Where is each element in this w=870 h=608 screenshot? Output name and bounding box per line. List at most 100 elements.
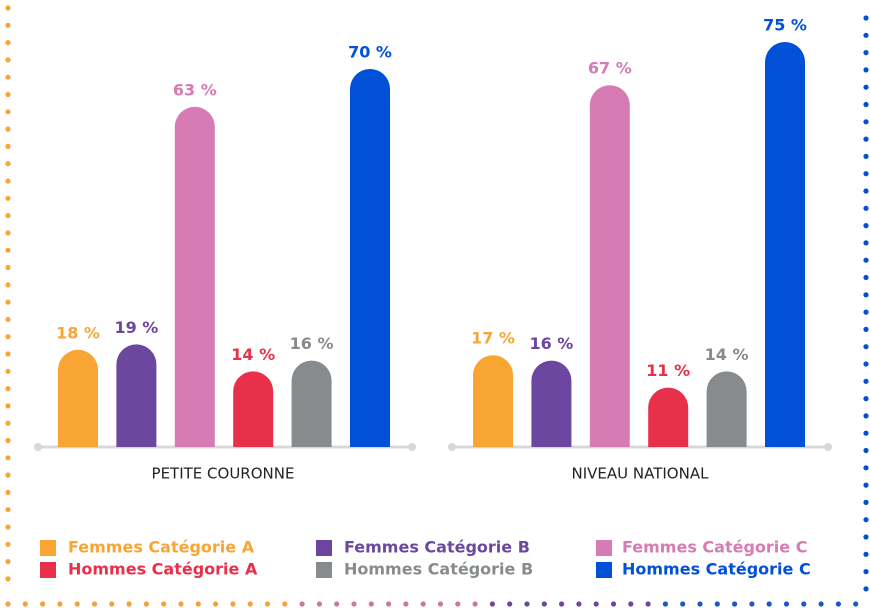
dot <box>863 171 869 177</box>
dot <box>5 91 11 98</box>
dot <box>299 601 305 607</box>
dot <box>5 601 11 607</box>
dot <box>863 482 869 488</box>
dot <box>368 601 374 607</box>
dot <box>213 601 219 607</box>
dot <box>863 101 869 108</box>
dot <box>697 601 703 607</box>
dot <box>5 472 11 478</box>
legend-label: Femmes Catégorie B <box>344 538 530 557</box>
dot <box>863 119 869 125</box>
baseline-end <box>448 443 456 451</box>
dot <box>109 601 115 607</box>
dot <box>863 188 869 194</box>
dot <box>863 223 869 229</box>
dot <box>863 378 869 384</box>
bar <box>648 387 689 447</box>
value-label: 17 % <box>471 329 515 348</box>
dot <box>835 601 842 607</box>
dot <box>5 455 11 461</box>
dot <box>5 178 11 184</box>
dot <box>5 126 11 132</box>
dot <box>5 195 11 201</box>
dot <box>863 569 869 575</box>
dot <box>714 601 720 607</box>
legend-label: Hommes Catégorie B <box>344 560 533 579</box>
dot <box>5 507 11 513</box>
value-label: 63 % <box>173 80 217 99</box>
dot <box>766 601 772 607</box>
dot <box>863 344 869 350</box>
dot <box>5 420 11 426</box>
dot <box>5 368 11 374</box>
dot <box>195 601 201 607</box>
dot <box>74 601 80 607</box>
dot <box>5 541 11 547</box>
dot <box>178 601 184 607</box>
dot <box>783 601 790 607</box>
dot <box>863 326 869 332</box>
dot <box>5 5 11 11</box>
dot <box>863 205 869 211</box>
dot <box>247 601 253 607</box>
dot <box>863 257 869 263</box>
dot <box>5 264 11 271</box>
dot <box>863 136 869 142</box>
value-label: 70 % <box>348 43 392 62</box>
dot <box>863 586 869 592</box>
dot <box>5 524 11 530</box>
bar <box>706 371 747 447</box>
bar <box>589 85 630 447</box>
value-label: 16 % <box>290 334 334 353</box>
bar <box>174 106 215 448</box>
dot <box>437 601 444 607</box>
dot <box>863 465 869 471</box>
dot <box>5 161 11 167</box>
dot <box>863 534 869 540</box>
dot <box>472 601 478 607</box>
dot <box>818 601 824 607</box>
dot <box>5 247 11 253</box>
dot <box>559 601 565 607</box>
dot <box>5 403 11 409</box>
dot <box>507 601 513 607</box>
dot <box>645 601 651 607</box>
dot <box>863 499 869 505</box>
dot <box>5 143 11 149</box>
baseline-end <box>34 443 42 451</box>
bar <box>58 349 98 447</box>
dot <box>403 601 409 607</box>
dot <box>5 22 11 28</box>
dot <box>5 40 11 46</box>
dot <box>863 32 869 38</box>
dot <box>351 601 357 607</box>
dot <box>680 601 686 607</box>
dot <box>863 153 869 159</box>
bar <box>116 344 157 447</box>
baseline-end <box>824 443 832 451</box>
dot <box>230 601 236 607</box>
legend-swatch <box>316 540 332 556</box>
dot <box>5 334 11 340</box>
dot <box>863 551 869 557</box>
bar <box>765 42 805 447</box>
dot <box>5 386 11 392</box>
dot <box>5 74 11 80</box>
value-label: 75 % <box>763 16 807 35</box>
dot <box>316 601 322 607</box>
dot <box>863 50 869 56</box>
dot <box>57 601 63 607</box>
dot <box>593 601 599 607</box>
bar <box>473 355 513 447</box>
bar <box>291 360 332 447</box>
dot <box>143 601 149 607</box>
dot <box>5 109 11 115</box>
dot <box>5 57 11 63</box>
dot <box>455 601 461 607</box>
legend-swatch <box>316 562 332 578</box>
dot <box>801 601 807 607</box>
dot <box>524 601 530 607</box>
legend-swatch <box>40 540 56 556</box>
value-label: 14 % <box>231 345 275 364</box>
